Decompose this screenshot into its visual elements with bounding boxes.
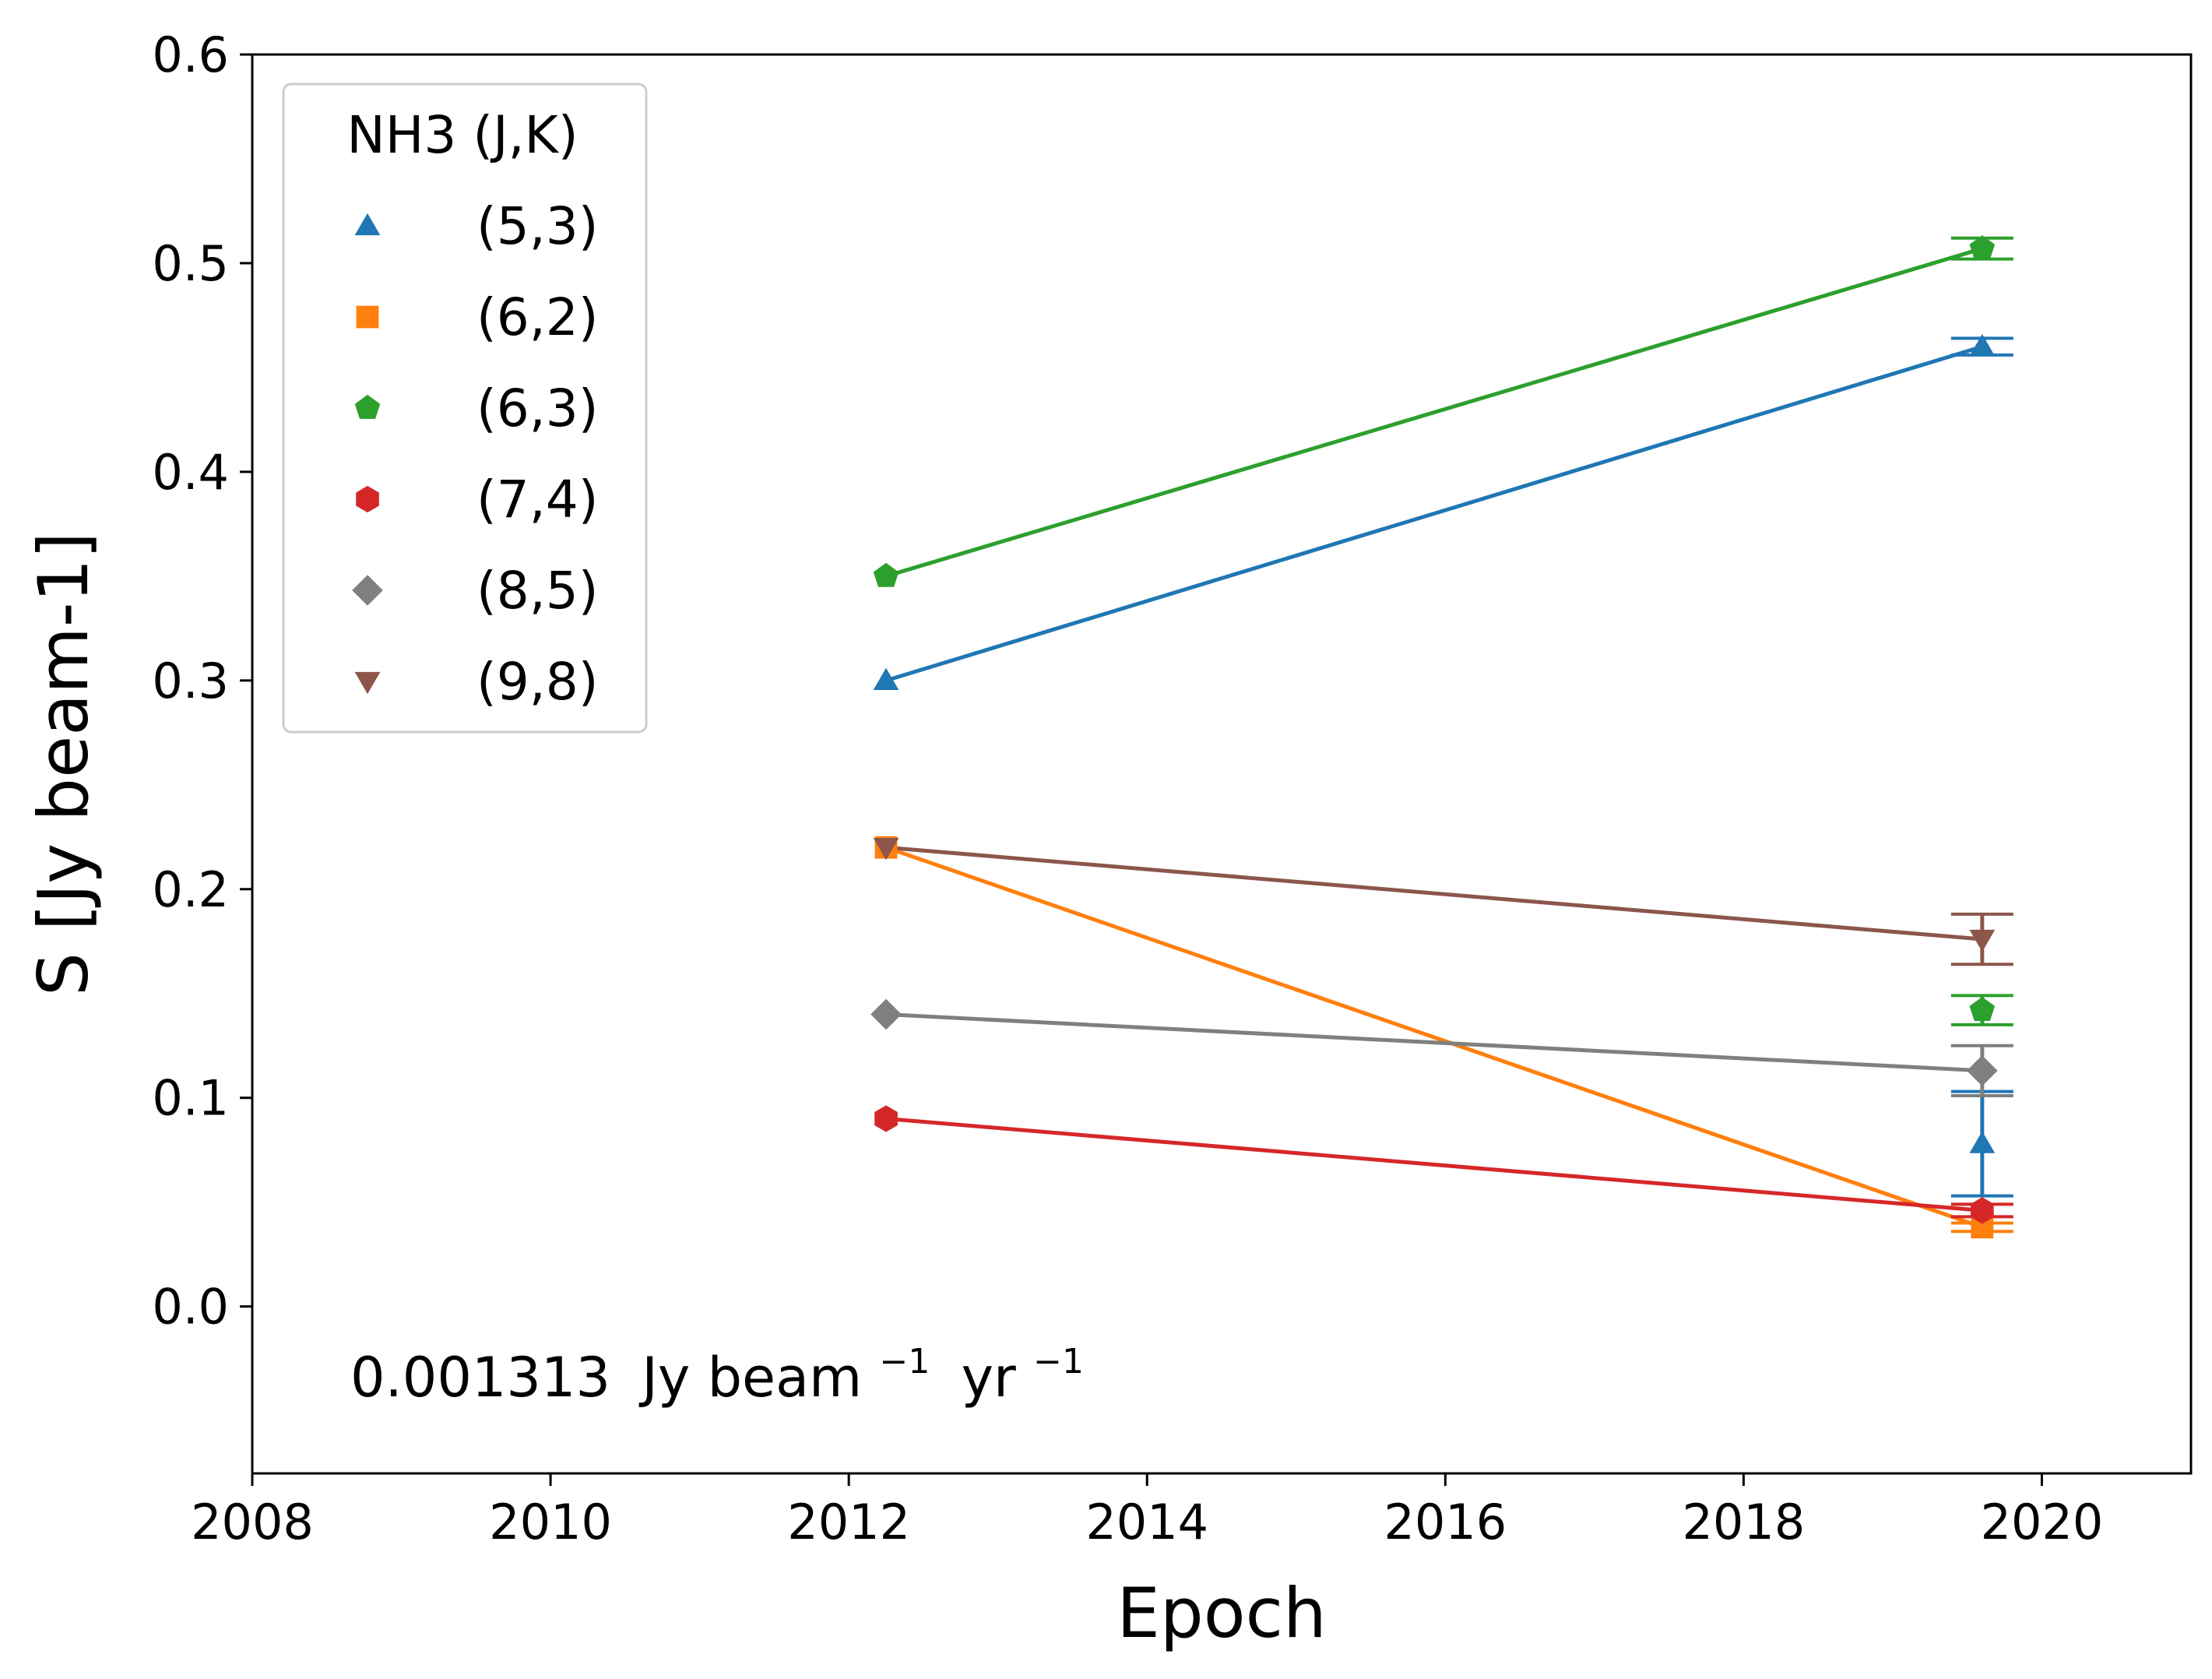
- legend-entries: (5,3) (6,2) (6,3) (7,4) (8,5) (9,8): [352, 196, 598, 712]
- legend-label: (9,8): [477, 652, 598, 712]
- legend-label: (6,2): [477, 287, 598, 347]
- legend-box: [282, 83, 648, 734]
- legend-entry: (9,8): [354, 652, 598, 712]
- data-point: [873, 562, 899, 587]
- x-tick-label: 2016: [1384, 1494, 1507, 1551]
- y-tick-label: 0.1: [152, 1070, 229, 1127]
- x-tick-label: 2010: [489, 1494, 612, 1551]
- y-tick-label: 0.4: [152, 444, 229, 501]
- data-point: [874, 1105, 898, 1132]
- data-markers: [870, 235, 1998, 1239]
- y-tick-label: 0.3: [152, 653, 229, 709]
- x-tick-label: 2008: [191, 1494, 314, 1551]
- data-point: [1971, 1197, 1994, 1224]
- y-tick-label: 0.5: [152, 235, 229, 292]
- series-lines: [885, 246, 1983, 1230]
- rate-annotation-value: 0.001313: [350, 1346, 610, 1410]
- y-axis: 0.0 0.1 0.2 0.3 0.4 0.5 0.6: [152, 26, 252, 1336]
- series-line: [885, 344, 1983, 683]
- legend-marker: [352, 575, 383, 606]
- x-axis-label: Epoch: [1117, 1573, 1326, 1653]
- series-line: [885, 845, 1983, 1230]
- legend-entry: (6,3): [354, 378, 598, 438]
- data-point: [870, 998, 902, 1030]
- legend-entry: (7,4): [356, 470, 598, 530]
- y-tick-label: 0.2: [152, 861, 229, 918]
- data-point: [1967, 1055, 1998, 1086]
- legend-entry: (8,5): [352, 561, 598, 621]
- x-axis: 2008 2010 2012 2014 2016 2018 2020: [191, 1473, 2103, 1551]
- y-tick-label: 0.6: [152, 26, 229, 83]
- series-line: [885, 1117, 1983, 1213]
- data-point: [1969, 929, 1996, 952]
- legend-marker: [354, 394, 381, 419]
- legend-label: (8,5): [477, 561, 598, 621]
- data-point: [873, 838, 899, 861]
- data-point: [1969, 997, 1996, 1021]
- data-point: [873, 667, 899, 690]
- legend-label: (7,4): [477, 470, 598, 530]
- data-point: [1969, 333, 1996, 357]
- x-tick-label: 2018: [1682, 1494, 1805, 1551]
- rate-annotation-exp2: −1: [1033, 1342, 1084, 1382]
- plot-frame: [251, 53, 2193, 1475]
- data-point: [1969, 235, 1996, 260]
- series-line: [885, 845, 1983, 942]
- x-tick-label: 2020: [1981, 1494, 2104, 1551]
- rate-annotation-unit1: Jy beam: [638, 1346, 862, 1410]
- rate-annotation-exp1: −1: [879, 1342, 930, 1382]
- legend-label: (5,3): [477, 196, 598, 256]
- series-line: [885, 246, 1983, 579]
- legend-marker: [356, 305, 379, 329]
- legend-title: NH3 (J,K): [346, 105, 578, 165]
- rate-annotation-unit2: yr: [962, 1346, 1016, 1410]
- series-line: [885, 1012, 1982, 1073]
- legend-entry: (6,2): [356, 287, 598, 347]
- rate-annotation: 0.001313 Jy beam −1 yr −1: [350, 1322, 1084, 1410]
- y-axis-label: S [Jy beam-1]: [23, 532, 104, 996]
- legend-marker: [354, 213, 381, 236]
- x-tick-label: 2014: [1085, 1494, 1208, 1551]
- legend-entry: (5,3): [354, 196, 598, 256]
- x-tick-label: 2012: [787, 1494, 910, 1551]
- legend-marker: [356, 485, 379, 513]
- y-tick-label: 0.0: [152, 1279, 229, 1336]
- legend: NH3 (J,K) (5,3) (6,2) (6,3) (7,4) (8,5) (9,8): [282, 83, 648, 734]
- legend-marker: [354, 671, 381, 695]
- data-point: [1969, 1131, 1996, 1153]
- legend-label: (6,3): [477, 378, 598, 438]
